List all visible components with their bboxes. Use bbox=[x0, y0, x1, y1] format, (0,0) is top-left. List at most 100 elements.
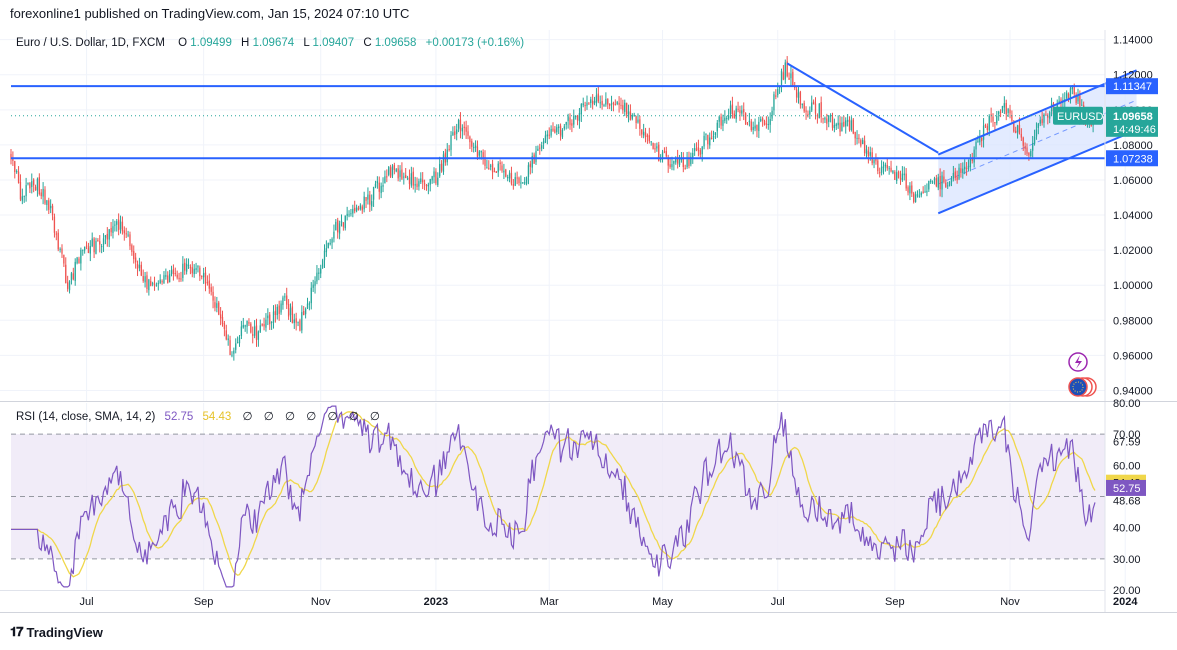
candle-body bbox=[44, 189, 46, 204]
candle-body bbox=[482, 152, 484, 158]
candle-body bbox=[901, 173, 904, 181]
candle-body bbox=[518, 177, 520, 184]
candle-body bbox=[773, 94, 775, 111]
candle-body bbox=[1011, 115, 1013, 121]
candle-body bbox=[346, 213, 348, 217]
candle-body bbox=[644, 132, 647, 137]
candle-body bbox=[365, 197, 367, 201]
candle-body bbox=[879, 172, 881, 174]
change-value: +0.00173 (+0.16%) bbox=[426, 37, 525, 49]
candle-body bbox=[155, 285, 158, 287]
candle-body bbox=[535, 151, 537, 163]
candle-body bbox=[363, 196, 365, 210]
countdown-label: 14:49:46 bbox=[1113, 124, 1156, 136]
candle-body bbox=[414, 184, 416, 186]
candle-body bbox=[354, 207, 356, 212]
candle-body bbox=[331, 239, 333, 243]
candle-body bbox=[180, 278, 182, 280]
candle-body bbox=[304, 308, 307, 315]
candle-body bbox=[709, 137, 711, 146]
time-axis[interactable]: Jul Sep Nov 2023 Mar May Jul Sep Nov 2024 bbox=[80, 596, 1139, 608]
candle-body bbox=[55, 233, 57, 235]
candle-body bbox=[106, 233, 108, 240]
candle-body bbox=[663, 151, 666, 153]
time-tick-label: Nov bbox=[1000, 596, 1020, 608]
candle-body bbox=[140, 264, 142, 276]
candle-body bbox=[442, 154, 445, 172]
candle-body bbox=[1045, 114, 1047, 116]
candle-body bbox=[752, 127, 754, 130]
candle-body bbox=[100, 246, 103, 248]
candle-body bbox=[933, 178, 936, 180]
candle-body bbox=[27, 182, 29, 185]
candle-body bbox=[828, 115, 830, 122]
candle-body bbox=[964, 166, 966, 170]
candle-body bbox=[977, 141, 979, 143]
candle-body bbox=[59, 248, 61, 250]
candle-body bbox=[1081, 104, 1083, 106]
candle-body bbox=[23, 195, 25, 197]
candle-body bbox=[792, 71, 794, 87]
lightning-icon[interactable] bbox=[1068, 352, 1088, 372]
candle-body bbox=[618, 102, 620, 105]
candle-body bbox=[729, 105, 732, 115]
candle-body bbox=[930, 180, 932, 183]
candle-body bbox=[1005, 102, 1007, 115]
candle-body bbox=[437, 177, 439, 185]
candle-body bbox=[1003, 103, 1006, 108]
candle-body bbox=[984, 125, 987, 127]
events-flag-icon[interactable] bbox=[1068, 377, 1097, 397]
candle-body bbox=[219, 314, 222, 319]
candle-body bbox=[142, 276, 144, 281]
time-tick-label: 2024 bbox=[1113, 596, 1138, 608]
candle-body bbox=[537, 148, 539, 151]
candle-body bbox=[593, 100, 596, 104]
candle-body bbox=[863, 140, 866, 153]
candle-body bbox=[667, 157, 669, 166]
candle-body bbox=[565, 121, 567, 125]
candle-body bbox=[110, 227, 112, 233]
candle-body bbox=[633, 114, 635, 117]
candle-body bbox=[1001, 105, 1004, 112]
candle-body bbox=[622, 105, 624, 111]
candle-body bbox=[342, 222, 345, 227]
candle-body bbox=[675, 157, 677, 163]
high-label: H bbox=[241, 37, 249, 49]
candle-body bbox=[658, 144, 660, 162]
candle-body bbox=[16, 170, 18, 173]
candle-body bbox=[1030, 151, 1032, 156]
candle-body bbox=[178, 277, 180, 280]
candle-body bbox=[144, 276, 146, 283]
candle-body bbox=[920, 192, 922, 196]
candle-body bbox=[25, 185, 27, 197]
last-price-tag bbox=[1106, 106, 1158, 137]
candle-body bbox=[569, 117, 571, 125]
candle-body bbox=[189, 266, 192, 269]
candle-body bbox=[765, 123, 768, 125]
candle-body bbox=[833, 125, 836, 129]
candle-body bbox=[184, 262, 186, 271]
candle-body bbox=[807, 113, 809, 115]
candle-body bbox=[265, 319, 267, 328]
candle-body bbox=[522, 182, 524, 184]
candle-body bbox=[287, 304, 290, 317]
candle-body bbox=[812, 101, 815, 105]
candle-body bbox=[204, 272, 207, 284]
candle-body bbox=[805, 110, 807, 113]
channel-lower-line bbox=[937, 129, 1137, 215]
chart-drawings[interactable] bbox=[11, 62, 1137, 215]
candle-body bbox=[845, 120, 847, 127]
candle-body bbox=[926, 190, 928, 193]
candle-body bbox=[229, 340, 231, 355]
candle-body bbox=[238, 337, 241, 344]
candle-body bbox=[928, 180, 930, 190]
candle-body bbox=[856, 137, 858, 139]
candle-body bbox=[182, 263, 184, 278]
candle-body bbox=[350, 213, 352, 215]
price-tick-label: 1.04000 bbox=[1113, 210, 1153, 222]
price-axis[interactable]: 1.140001.120001.100001.080001.060001.040… bbox=[1053, 35, 1158, 597]
na-value: ∅ bbox=[327, 411, 337, 423]
price-tick-label: 1.06000 bbox=[1113, 175, 1153, 187]
candle-body bbox=[576, 115, 579, 121]
